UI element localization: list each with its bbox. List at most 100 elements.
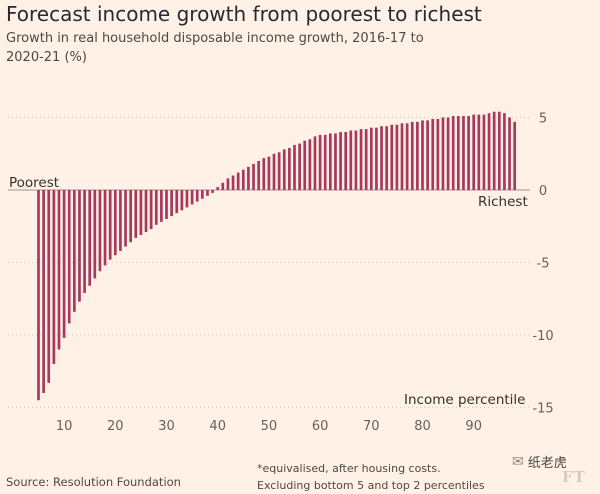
bar bbox=[47, 190, 51, 383]
bar bbox=[318, 134, 322, 190]
bar bbox=[508, 117, 511, 190]
x-axis-label: Income percentile bbox=[404, 392, 525, 408]
bar bbox=[124, 190, 127, 247]
x-tick-label: 10 bbox=[56, 419, 73, 434]
bar bbox=[165, 190, 168, 219]
bar bbox=[323, 134, 327, 190]
bar bbox=[236, 172, 240, 190]
bar bbox=[149, 190, 153, 230]
annotation-poorest: Poorest bbox=[9, 175, 59, 191]
bar bbox=[103, 190, 107, 266]
bar bbox=[369, 127, 373, 190]
watermark: ✉ 纸老虎 bbox=[512, 452, 567, 472]
x-axis-ticks: 10 20 30 40 50 60 70 80 90 bbox=[56, 419, 482, 434]
x-tick-label: 70 bbox=[363, 419, 380, 434]
x-tick-label: 50 bbox=[261, 419, 278, 434]
bar bbox=[139, 190, 143, 235]
bar bbox=[472, 114, 476, 190]
bar bbox=[308, 139, 312, 190]
bar bbox=[426, 120, 429, 190]
x-tick-label: 60 bbox=[312, 419, 329, 434]
bar bbox=[206, 190, 209, 196]
bar bbox=[467, 116, 470, 190]
bar bbox=[446, 117, 450, 190]
footnote: *equivalised, after housing costs. Exclu… bbox=[257, 460, 485, 494]
bar bbox=[431, 118, 435, 190]
bar bbox=[282, 149, 286, 190]
bar bbox=[37, 190, 40, 401]
bar bbox=[252, 163, 255, 190]
bar bbox=[211, 190, 214, 193]
bar bbox=[513, 121, 517, 190]
bar bbox=[195, 190, 199, 202]
annotation-richest: Richest bbox=[478, 194, 528, 210]
bar bbox=[410, 121, 414, 190]
footnote-line-1: *equivalised, after housing costs. bbox=[257, 462, 441, 475]
bar bbox=[334, 133, 337, 190]
bar bbox=[503, 113, 506, 190]
bar bbox=[477, 114, 481, 190]
bar bbox=[497, 111, 501, 190]
bar bbox=[57, 190, 61, 350]
bar bbox=[154, 190, 158, 225]
bar bbox=[42, 190, 45, 393]
bar bbox=[328, 133, 332, 190]
bar bbox=[241, 169, 245, 190]
bar bbox=[180, 190, 184, 211]
wechat-icon: ✉ bbox=[512, 453, 524, 470]
bar bbox=[482, 114, 486, 190]
bars bbox=[37, 111, 517, 401]
bar bbox=[395, 124, 399, 190]
bar bbox=[190, 190, 194, 205]
bar bbox=[298, 143, 301, 190]
bar bbox=[385, 126, 389, 190]
bar bbox=[62, 190, 66, 338]
bar bbox=[492, 111, 496, 190]
bar bbox=[405, 123, 409, 190]
bar bbox=[247, 166, 250, 190]
x-tick-label: 80 bbox=[414, 419, 431, 434]
bar bbox=[113, 190, 117, 256]
bar bbox=[339, 132, 342, 190]
bar bbox=[451, 116, 455, 190]
bar bbox=[400, 123, 404, 190]
bar bbox=[52, 190, 56, 364]
x-tick-label: 40 bbox=[209, 419, 226, 434]
bar bbox=[185, 190, 189, 208]
bar bbox=[134, 190, 138, 238]
source-note: Source: Resolution Foundation bbox=[6, 475, 181, 489]
chart-title: Forecast income growth from poorest to r… bbox=[6, 2, 482, 26]
y-tick-label: -5 bbox=[537, 257, 550, 272]
bar bbox=[359, 129, 363, 190]
bar bbox=[216, 187, 220, 190]
bar bbox=[277, 152, 281, 190]
bar bbox=[262, 158, 266, 190]
bar bbox=[98, 190, 102, 272]
bar bbox=[144, 190, 148, 233]
bar bbox=[108, 190, 112, 260]
bar bbox=[462, 116, 465, 190]
bar bbox=[303, 140, 307, 190]
bar bbox=[221, 182, 225, 190]
x-tick-label: 20 bbox=[107, 419, 124, 434]
bar bbox=[267, 156, 271, 190]
footnote-line-2: Excluding bottom 5 and top 2 percentiles bbox=[257, 479, 485, 492]
bar bbox=[390, 124, 394, 190]
bar bbox=[170, 190, 173, 217]
y-axis-ticks: 5 0 -5 -10 -15 bbox=[532, 112, 553, 417]
bar bbox=[226, 178, 230, 190]
bar bbox=[72, 190, 76, 312]
bar bbox=[487, 113, 491, 190]
watermark-text: 纸老虎 bbox=[527, 456, 567, 471]
bar bbox=[349, 130, 353, 190]
bar bbox=[175, 190, 179, 214]
bar bbox=[344, 132, 348, 190]
bar bbox=[293, 145, 296, 190]
bar bbox=[67, 190, 71, 324]
y-tick-label: -15 bbox=[532, 402, 553, 417]
y-tick-label: -10 bbox=[532, 329, 553, 344]
x-tick-label: 30 bbox=[158, 419, 175, 434]
bar bbox=[257, 161, 261, 190]
y-tick-label: 5 bbox=[539, 112, 547, 127]
